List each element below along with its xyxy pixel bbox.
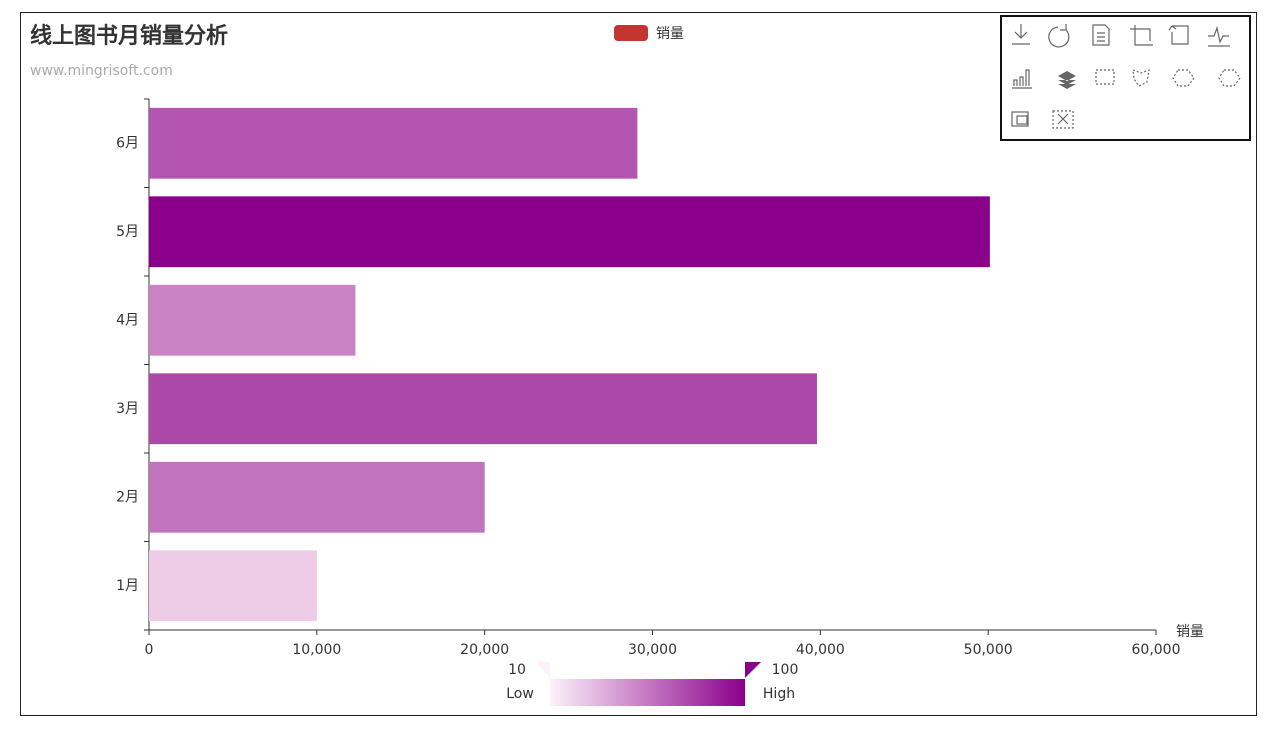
y-tick-label: 6月 <box>116 135 139 151</box>
bar <box>149 461 485 533</box>
bar <box>149 373 817 445</box>
legend-swatch <box>614 25 648 41</box>
x-tick-label: 10,000 <box>292 642 341 658</box>
y-tick-label: 4月 <box>116 312 139 328</box>
visual-map-handle <box>536 662 550 678</box>
x-tick-label: 30,000 <box>628 642 677 658</box>
bar <box>149 196 990 268</box>
y-tick-label: 5月 <box>116 224 139 240</box>
chart-title: 线上图书月销量分析 <box>30 23 228 49</box>
x-axis-label: 销量 <box>1176 624 1204 640</box>
legend-label: 销量 <box>656 26 684 42</box>
x-tick-label: 0 <box>145 642 154 658</box>
visual-map-max: 100 <box>772 662 799 678</box>
y-tick-label: 3月 <box>116 401 139 417</box>
x-tick-label: 40,000 <box>796 642 845 658</box>
bar <box>149 550 317 622</box>
visual-map-bar <box>550 679 745 706</box>
toolbox <box>1000 15 1251 141</box>
visual-map-min: 10 <box>508 662 526 678</box>
visual-map-high: High <box>763 686 795 702</box>
chart-subtitle: www.mingrisoft.com <box>30 63 173 79</box>
frame <box>20 12 1257 716</box>
x-tick-label: 20,000 <box>460 642 509 658</box>
bar <box>149 284 356 356</box>
x-tick-label: 50,000 <box>964 642 1013 658</box>
y-tick-label: 1月 <box>116 578 139 594</box>
y-tick-label: 2月 <box>116 489 139 505</box>
x-tick-label: 60,000 <box>1132 642 1181 658</box>
bar <box>149 107 638 179</box>
visual-map-handle <box>745 662 761 678</box>
visual-map-low: Low <box>506 686 534 702</box>
